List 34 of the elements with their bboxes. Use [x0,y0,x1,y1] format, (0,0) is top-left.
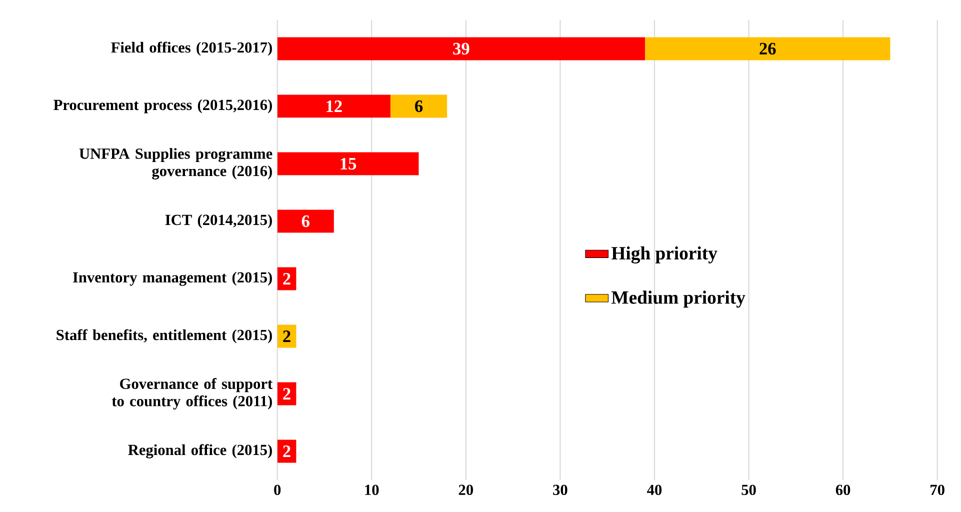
data-label: 12 [326,100,342,112]
data-label: 2 [283,330,290,342]
bar [277,210,334,233]
data-label: 39 [453,42,470,55]
data-label: 2 [283,273,290,284]
x-tick-label: 0 [274,484,281,496]
x-tick-label: 30 [553,484,568,496]
x-tick-label: 60 [836,484,850,496]
y-tick-label: Regional office (2015) [128,444,272,458]
y-tick-label: Field offices (2015-2017) [111,42,272,56]
bar [645,37,890,60]
legend-label: High priority [611,246,718,264]
data-label: 15 [340,158,356,170]
x-tick-label: 10 [365,484,379,496]
x-tick-label: 70 [930,484,944,496]
x-tick-label: 50 [742,484,756,496]
y-tick-label: Governance of support to country offices (2011) [112,378,273,410]
data-label: 6 [302,215,310,228]
x-tick-label: 20 [458,484,473,496]
y-tick-label: Staff benefits, entitlement (2015) [56,329,272,344]
data-label: 2 [283,446,290,457]
y-tick-label: Inventory management (2015) [72,272,272,286]
x-tick-label: 40 [647,484,662,496]
bar [277,94,390,118]
bar [277,37,646,60]
y-tick-label: UNFPA Supplies programme governance (2016) [79,148,272,180]
bar [390,94,448,118]
y-tick-label: ICT (2014,2015) [165,214,272,228]
data-label: 2 [283,388,290,400]
data-label: 6 [415,100,423,112]
bar [277,152,419,176]
data-label: 26 [760,42,776,55]
legend-label: Medium priority [611,290,746,308]
y-tick-label: Procurement process (2015,2016) [54,99,272,114]
